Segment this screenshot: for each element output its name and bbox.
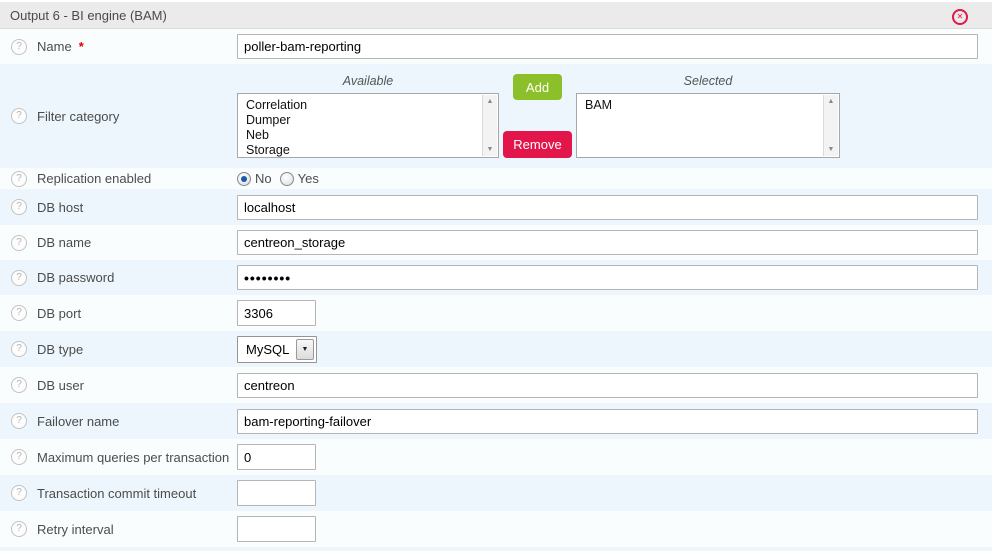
- row-db-user: ? DB user: [0, 367, 992, 403]
- list-item[interactable]: Neb: [246, 128, 269, 142]
- help-icon[interactable]: ?: [11, 305, 27, 321]
- db-type-selected-value: MySQL: [246, 341, 290, 357]
- db-port-label: DB port: [37, 305, 82, 321]
- scroll-down-icon[interactable]: ▼: [827, 146, 835, 153]
- close-icon[interactable]: ✕: [952, 9, 968, 25]
- row-retry-interval: ? Retry interval: [0, 511, 992, 547]
- scroll-up-icon[interactable]: ▲: [827, 98, 835, 105]
- section-header: Output 6 - BI engine (BAM) ✕: [0, 0, 992, 29]
- help-icon[interactable]: ?: [11, 377, 27, 393]
- help-icon[interactable]: ?: [11, 170, 27, 187]
- scroll-down-icon[interactable]: ▼: [486, 146, 494, 153]
- help-icon[interactable]: ?: [11, 269, 27, 286]
- selected-listbox[interactable]: BAM ▲ ▼: [576, 93, 840, 158]
- help-icon[interactable]: ?: [11, 341, 27, 357]
- db-type-label: DB type: [37, 341, 84, 357]
- retry-interval-label: Retry interval: [37, 521, 114, 537]
- selected-header: Selected: [683, 74, 733, 88]
- radio-yes-label: Yes: [297, 171, 319, 186]
- available-listbox[interactable]: Correlation Dumper Neb Storage ▲ ▼: [237, 93, 499, 158]
- section-title: Output 6 - BI engine (BAM): [10, 7, 167, 23]
- db-user-input[interactable]: [237, 372, 978, 398]
- row-db-name: ? DB name: [0, 225, 992, 260]
- help-icon[interactable]: ?: [11, 108, 27, 124]
- radio-no-label: No: [255, 171, 272, 186]
- commit-timeout-input[interactable]: [237, 480, 316, 506]
- row-replication-enabled: ? Replication enabled No Yes: [0, 168, 992, 189]
- help-icon[interactable]: ?: [11, 234, 27, 251]
- db-host-label: DB host: [37, 199, 84, 215]
- name-label: Name: [37, 39, 72, 54]
- retry-interval-input[interactable]: [237, 516, 316, 542]
- failover-name-input[interactable]: [237, 408, 978, 434]
- list-item[interactable]: Storage: [246, 143, 290, 157]
- help-icon[interactable]: ?: [11, 449, 27, 465]
- scroll-up-icon[interactable]: ▲: [486, 98, 494, 105]
- name-input[interactable]: [237, 34, 978, 59]
- radio-yes[interactable]: [279, 171, 294, 186]
- help-icon[interactable]: ?: [11, 199, 27, 215]
- max-queries-label: Maximum queries per transaction: [37, 449, 230, 465]
- row-db-port: ? DB port: [0, 295, 992, 331]
- commit-timeout-label: Transaction commit timeout: [37, 485, 197, 501]
- list-item[interactable]: BAM: [585, 98, 613, 112]
- dropdown-arrow-icon[interactable]: ▼: [296, 338, 314, 360]
- row-max-queries: ? Maximum queries per transaction: [0, 439, 992, 475]
- help-icon[interactable]: ?: [11, 485, 27, 501]
- add-button[interactable]: Add: [512, 74, 563, 100]
- failover-name-label: Failover name: [37, 413, 120, 429]
- help-icon[interactable]: ?: [11, 38, 27, 55]
- list-item[interactable]: Dumper: [246, 113, 291, 127]
- db-name-label: DB name: [37, 235, 92, 250]
- db-type-select[interactable]: MySQL ▼: [237, 335, 317, 363]
- remove-button[interactable]: Remove: [503, 131, 572, 158]
- db-host-input[interactable]: [237, 194, 978, 220]
- row-db-host: ? DB host: [0, 189, 992, 225]
- db-port-input[interactable]: [237, 300, 316, 326]
- list-item[interactable]: Correlation: [246, 98, 308, 112]
- db-name-input[interactable]: [237, 230, 978, 255]
- row-name: ? Name *: [0, 29, 992, 64]
- db-password-input[interactable]: [237, 265, 978, 290]
- replication-enabled-label: Replication enabled: [37, 171, 152, 186]
- db-user-label: DB user: [37, 377, 84, 393]
- help-icon[interactable]: ?: [11, 413, 27, 429]
- row-db-type: ? DB type MySQL ▼: [0, 331, 992, 367]
- row-db-password: ? DB password: [0, 260, 992, 295]
- row-commit-timeout: ? Transaction commit timeout: [0, 475, 992, 511]
- replication-radio-group: No Yes: [237, 171, 327, 186]
- radio-no[interactable]: [237, 171, 251, 186]
- scrollbar[interactable]: ▲ ▼: [482, 95, 497, 156]
- help-icon[interactable]: ?: [11, 521, 27, 537]
- required-marker: *: [78, 39, 84, 54]
- row-filter-category: ? Filter category Available Correlation …: [0, 64, 992, 168]
- next-row-edge: [0, 547, 992, 551]
- available-header: Available: [342, 74, 394, 88]
- row-failover-name: ? Failover name: [0, 403, 992, 439]
- scrollbar[interactable]: ▲ ▼: [823, 95, 838, 156]
- db-password-label: DB password: [37, 270, 115, 285]
- max-queries-input[interactable]: [237, 444, 316, 470]
- filter-category-label: Filter category: [37, 108, 120, 124]
